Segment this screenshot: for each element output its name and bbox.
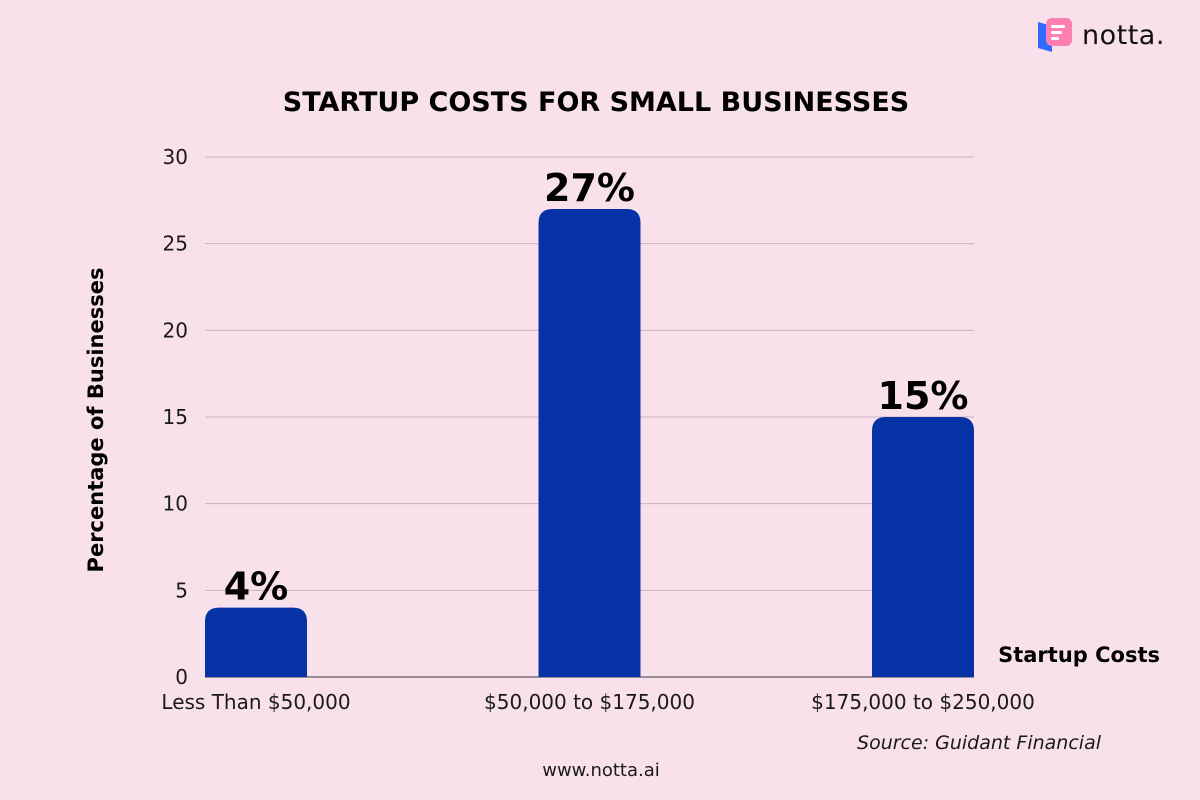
chart-title: STARTUP COSTS FOR SMALL BUSINESSES [283,87,909,118]
source-note: Source: Guidant Financial [857,732,1102,754]
brand-logo: notta. [1034,16,1165,56]
y-tick-label-30: 30 [163,145,188,169]
x-category-label-2: $50,000 to $175,000 [484,690,695,714]
notta-logo-icon [1038,18,1072,52]
chart-labels: 0 5 10 15 20 25 30 4% Less Than $50,000 27% $50,00… [161,145,1034,714]
footer-url: www.notta.ai [542,760,660,781]
data-label-1: 4% [224,565,289,609]
bar-3 [872,417,974,677]
bar-1 [205,607,307,677]
x-axis-title: Startup Costs [998,643,1160,667]
y-tick-label-15: 15 [163,405,188,429]
brand-name: notta. [1082,20,1165,51]
y-tick-label-25: 25 [163,232,188,256]
x-category-label-1: Less Than $50,000 [161,690,350,714]
y-tick-label-20: 20 [163,318,188,342]
y-tick-label-0: 0 [175,665,188,689]
bars [205,209,974,677]
y-tick-label-5: 5 [175,578,188,602]
y-tick-label-10: 10 [163,492,188,516]
y-axis-title: Percentage of Businesses [84,268,108,573]
x-category-label-3: $175,000 to $250,000 [811,690,1035,714]
bar-2 [538,209,641,677]
data-label-2: 27% [544,166,635,210]
data-label-3: 15% [878,374,969,418]
